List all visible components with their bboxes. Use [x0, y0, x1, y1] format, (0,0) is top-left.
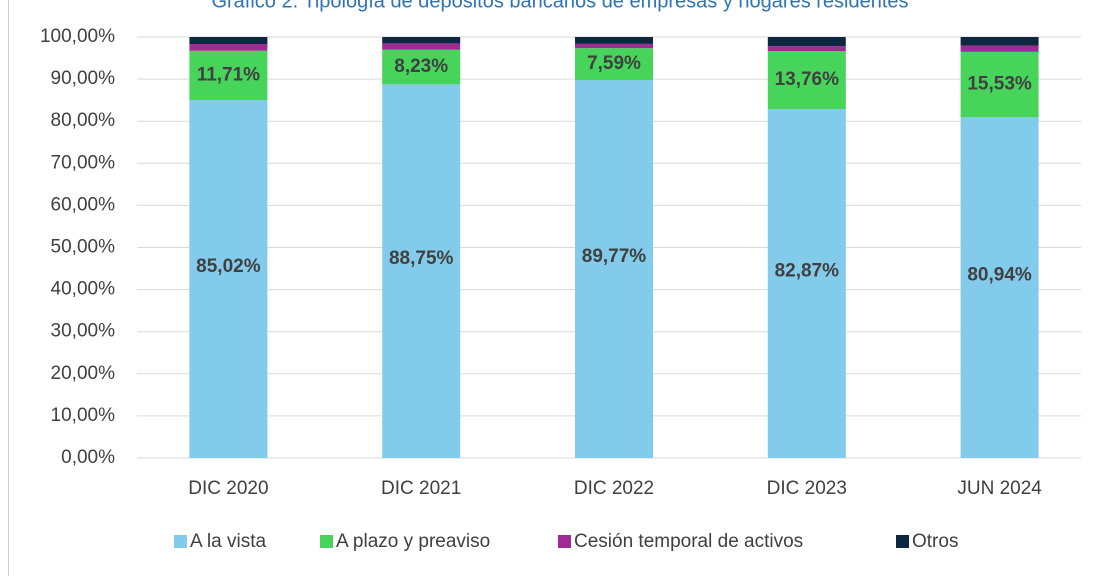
bar-segment: [575, 43, 653, 49]
legend-swatch: [320, 535, 333, 548]
legend-swatch: [896, 535, 909, 548]
chart-frame: [8, 0, 1118, 576]
bar-segment: [767, 51, 846, 110]
bar-segment: [575, 80, 653, 458]
x-tick-label: DIC 2021: [381, 478, 461, 499]
legend-label: A plazo y preaviso: [336, 531, 490, 552]
data-label: 80,94%: [967, 265, 1032, 286]
data-label: 88,75%: [389, 248, 454, 269]
data-label: 13,76%: [775, 69, 840, 90]
data-label: 11,71%: [197, 64, 260, 85]
chart-title: Gráfico 2. Tipología de depósitos bancar…: [211, 0, 908, 12]
bar-segment: [575, 37, 653, 44]
data-label: 89,77%: [582, 246, 647, 267]
y-tick-label: 50,00%: [51, 237, 116, 258]
legend-swatch: [558, 535, 571, 548]
bar-segment: [960, 37, 1039, 46]
bar-segment: [960, 51, 1039, 118]
bar-segment: [382, 37, 461, 44]
bar-segment: [767, 46, 846, 52]
legend-swatch: [174, 535, 187, 548]
data-label: 15,53%: [967, 74, 1032, 95]
bar-segment: [575, 48, 653, 81]
bar-segment: [960, 117, 1039, 458]
x-tick-label: DIC 2020: [188, 478, 268, 499]
y-tick-label: 20,00%: [51, 363, 116, 384]
bar-segment: [767, 109, 846, 458]
data-label: 7,59%: [587, 53, 641, 74]
data-label: 8,23%: [394, 56, 448, 77]
bar-segment: [382, 49, 461, 85]
y-tick-label: 10,00%: [51, 405, 116, 426]
y-tick-label: 70,00%: [51, 152, 116, 173]
bar-segment: [382, 84, 461, 459]
y-tick-label: 0,00%: [61, 447, 115, 468]
y-tick-label: 80,00%: [51, 110, 116, 131]
data-label: 82,87%: [775, 261, 840, 282]
bar-segment: [189, 37, 268, 45]
bar-segment: [189, 44, 268, 51]
y-tick-label: 90,00%: [51, 68, 116, 89]
x-tick-label: JUN 2024: [957, 478, 1042, 499]
bar-segment: [382, 43, 461, 50]
data-label: 85,02%: [196, 256, 261, 277]
bar-segment: [189, 100, 268, 459]
bar-segment: [767, 37, 846, 47]
bar-segment: [960, 45, 1039, 52]
legend-label: Otros: [912, 531, 958, 552]
y-tick-label: 100,00%: [40, 26, 115, 47]
bar-segment: [189, 50, 268, 101]
legend-label: Cesión temporal de activos: [574, 531, 803, 552]
y-tick-label: 60,00%: [51, 194, 116, 215]
x-tick-label: DIC 2023: [767, 478, 847, 499]
x-tick-label: DIC 2022: [574, 478, 654, 499]
legend-label: A la vista: [190, 531, 266, 552]
y-tick-label: 40,00%: [51, 279, 116, 300]
y-tick-label: 30,00%: [51, 321, 116, 342]
